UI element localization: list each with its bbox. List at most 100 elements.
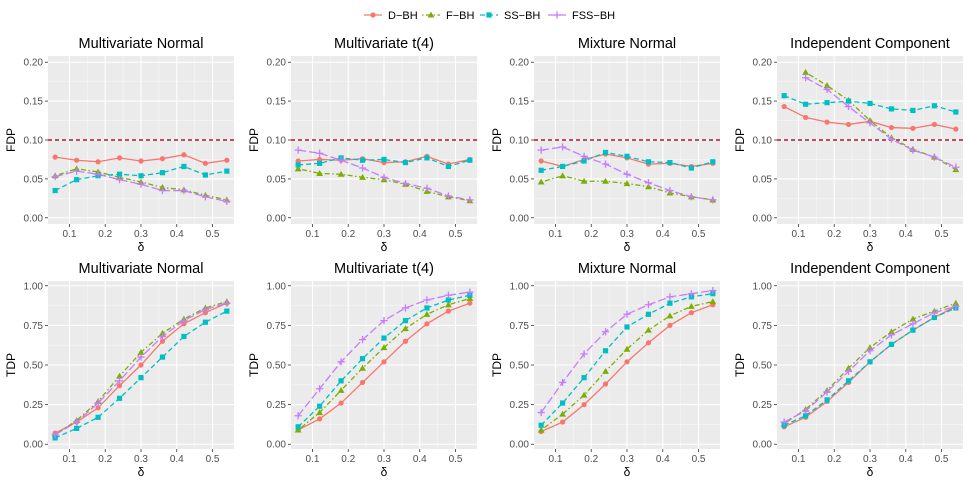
series-group [802, 74, 960, 171]
data-point [317, 403, 323, 409]
data-point [624, 324, 630, 330]
data-point [666, 312, 674, 319]
data-point [887, 135, 896, 143]
data-point [181, 333, 187, 340]
data-point [687, 302, 695, 309]
y-axis-title: FDP [4, 128, 18, 152]
data-point [338, 378, 344, 384]
data-point [931, 121, 937, 128]
data-point [866, 119, 874, 127]
data-point [709, 196, 717, 204]
data-point [803, 413, 809, 419]
legend-label: SS−BH [504, 10, 540, 22]
data-point [844, 102, 853, 111]
data-point [780, 418, 788, 426]
data-point [116, 372, 123, 379]
x-tick-label: 0.2 [827, 454, 841, 465]
data-point [931, 314, 937, 321]
data-point [359, 379, 366, 386]
series-line [540, 300, 713, 431]
data-point [537, 426, 545, 433]
y-tick-label: 0.05 [24, 174, 44, 185]
data-point [51, 172, 59, 181]
x-axis-title: δ [381, 465, 388, 479]
data-point [688, 165, 694, 171]
data-point [138, 158, 144, 164]
y-tick-label: 0.05 [267, 174, 287, 185]
series-group [295, 155, 473, 170]
data-point [687, 193, 695, 201]
y-tick-label: 0.75 [24, 321, 44, 332]
data-point [560, 163, 566, 170]
x-tick-label: 0.1 [792, 229, 806, 240]
y-axis-title: TDP [247, 353, 261, 377]
data-point [466, 288, 474, 296]
x-tick-label: 0.5 [935, 454, 949, 465]
x-tick-label: 0.2 [341, 454, 355, 465]
data-point [602, 348, 609, 354]
data-point [338, 400, 344, 406]
y-tick-label: 0.10 [267, 136, 287, 147]
chart-panel: 0.1 0.2 0.3 0.4 0.5 0.00 0.05 0.10 0.15 0.20 Multi… [247, 36, 477, 254]
data-point [580, 152, 588, 160]
data-point [94, 170, 102, 178]
x-tick-label: 0.1 [63, 229, 77, 240]
data-point [802, 407, 810, 415]
data-point [602, 149, 609, 156]
y-tick-label: 0.10 [753, 136, 773, 147]
data-point [866, 347, 874, 355]
x-tick-label: 0.1 [549, 229, 563, 240]
data-point [602, 381, 609, 387]
y-tick-label: 0.00 [510, 213, 530, 224]
x-tick-label: 0.4 [899, 229, 913, 240]
data-point [666, 186, 674, 195]
data-point [337, 386, 345, 393]
y-tick-label: 0.05 [753, 174, 773, 185]
x-tick-label: 0.3 [377, 454, 391, 465]
y-tick-label: 0.20 [753, 58, 773, 69]
data-point [952, 302, 960, 310]
data-point [931, 103, 937, 109]
data-point [74, 177, 80, 183]
y-tick-label: 0.50 [510, 361, 530, 372]
data-point [402, 159, 409, 166]
data-point [316, 385, 324, 393]
y-tick-label: 0.75 [267, 321, 287, 332]
series-line [805, 77, 957, 168]
data-point [538, 167, 544, 173]
x-tick-label: 0.3 [134, 454, 148, 465]
data-point [580, 350, 588, 358]
x-tick-label: 0.4 [656, 454, 670, 465]
data-point [623, 170, 631, 178]
chart-panel: 0.1 0.2 0.3 0.4 0.5 0.00 0.05 0.10 0.15 0.20 Indep… [733, 36, 963, 254]
data-point [667, 322, 673, 328]
data-point [423, 184, 431, 192]
data-point [381, 359, 387, 365]
data-point [930, 153, 938, 161]
x-tick-label: 0.5 [692, 454, 706, 465]
data-point [602, 177, 609, 184]
data-point [667, 300, 673, 306]
x-tick-label: 0.5 [935, 229, 949, 240]
legend-key-marker [553, 11, 561, 19]
x-tick-label: 0.1 [306, 454, 320, 465]
panel-title: Mixture Normal [578, 36, 676, 52]
data-point [559, 172, 567, 179]
data-point [687, 290, 695, 298]
data-point [180, 186, 188, 195]
x-tick-label: 0.2 [827, 229, 841, 240]
data-point [781, 103, 787, 110]
panel-title: Multivariate Normal [79, 261, 204, 277]
y-axis-title: TDP [4, 353, 18, 377]
data-point [202, 319, 208, 325]
data-point [823, 82, 831, 89]
data-point [623, 180, 631, 187]
data-point [159, 338, 166, 344]
data-point [867, 359, 873, 365]
data-point [444, 192, 452, 200]
data-point [887, 331, 896, 339]
data-point [559, 410, 567, 417]
data-point [74, 157, 80, 163]
x-tick-label: 0.5 [449, 454, 463, 465]
